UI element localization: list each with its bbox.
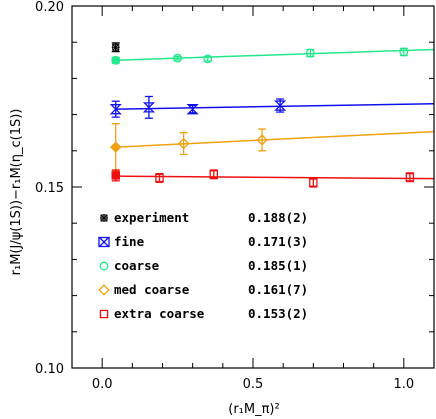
series-med-coarse-point: [177, 137, 190, 150]
legend-fine-label: fine: [114, 234, 145, 249]
x-tick-label: 1.0: [393, 377, 414, 392]
series-extra-coarse-point-shape: [309, 178, 318, 187]
series-fine-point: [142, 102, 155, 113]
series-extra-coarse-point-shape: [155, 173, 164, 183]
series-coarse-point: [173, 53, 183, 63]
series-extra-coarse-point-shape: [209, 170, 219, 179]
series-med-coarse-point-shape: [110, 141, 122, 153]
legend-extra-coarse-marker-shape: [99, 309, 109, 319]
legend-extra-coarse-value: 0.153(2): [248, 306, 308, 321]
series-fine-point-shape: [186, 104, 199, 115]
legend: experiment 0.188(2) fine 0.171(3) coarse 0.18…: [97, 210, 308, 321]
series-experiment-point-star: [111, 43, 120, 52]
series-fine-point: [274, 100, 287, 111]
series-coarse-point-shape: [203, 54, 213, 64]
y-axis-label: r₁M(J/ψ(1S))−r₁M(η_c(1S)): [9, 109, 24, 276]
legend-extra-coarse-label: extra coarse: [114, 306, 205, 321]
y-tick-label: 0.10: [35, 362, 64, 377]
legend-med-coarse-marker: [98, 284, 110, 296]
series-med-coarse-point-shape: [177, 137, 190, 150]
series-fine-point: [109, 104, 122, 115]
series-extra-coarse-point-shape: [405, 172, 415, 182]
series-coarse-point: [305, 48, 315, 58]
legend-coarse-label: coarse: [114, 258, 160, 273]
legend-experiment-marker-star: [100, 214, 108, 222]
y-tick-label: 0.15: [35, 181, 64, 196]
series-fine-point-shape: [109, 104, 122, 115]
series-fine-point: [186, 104, 199, 115]
legend-med-coarse-label: med coarse: [114, 282, 190, 297]
series-extra-coarse-point: [309, 178, 318, 187]
series-fine-fit-line: [115, 102, 435, 110]
legend-med-coarse-value: 0.161(7): [248, 282, 308, 297]
x-tick-label: 0.5: [243, 377, 264, 392]
x-tick-label: 0.0: [92, 377, 113, 392]
series-extra-coarse-fit-line: [115, 175, 435, 180]
series-fine-point-shape: [142, 102, 155, 113]
legend-coarse-marker-shape: [99, 261, 109, 271]
series-extra-coarse-point: [209, 170, 219, 179]
series-coarse-fit-line: [115, 48, 435, 62]
series-coarse-point: [399, 47, 409, 57]
series-coarse-point: [111, 55, 121, 65]
series-coarse-point-shape: [305, 48, 315, 58]
y-tick-label: 0.20: [35, 0, 64, 15]
legend-coarse-marker: [99, 261, 109, 271]
legend-extra-coarse-marker: [99, 309, 109, 319]
series-coarse-point-shape: [173, 53, 183, 63]
legend-med-coarse-marker-shape: [98, 284, 110, 296]
legend-experiment-marker: [100, 214, 108, 222]
x-axis-label: (r₁M_π)²: [228, 402, 279, 417]
series-extra-coarse-point-shape: [111, 171, 120, 180]
series-coarse-point-shape: [111, 55, 121, 65]
legend-fine-marker-shape: [97, 236, 111, 248]
legend-experiment-label: experiment: [114, 210, 189, 225]
plot-frame: [71, 5, 435, 369]
series-experiment-point: [111, 43, 120, 52]
series-extra-coarse-point: [405, 172, 415, 182]
series-coarse-point-shape: [399, 47, 409, 57]
series-coarse-point: [203, 54, 213, 64]
series-extra-coarse-point: [155, 173, 164, 183]
legend-experiment-value: 0.188(2): [248, 210, 308, 225]
legend-coarse-value: 0.185(1): [248, 258, 308, 273]
legend-fine-value: 0.171(3): [248, 234, 308, 249]
series-med-coarse-point: [256, 134, 268, 146]
series-extra-coarse-point: [111, 171, 120, 180]
series-fine-point-shape: [274, 100, 287, 111]
legend-fine-marker: [97, 236, 111, 248]
chart-marks: 0.0 0.5 1.0 0.10 0.15 0.20: [35, 0, 435, 392]
series-med-coarse-point: [110, 141, 122, 153]
series-med-coarse-point-shape: [256, 134, 268, 146]
series-med-coarse-fit-line: [115, 130, 435, 148]
